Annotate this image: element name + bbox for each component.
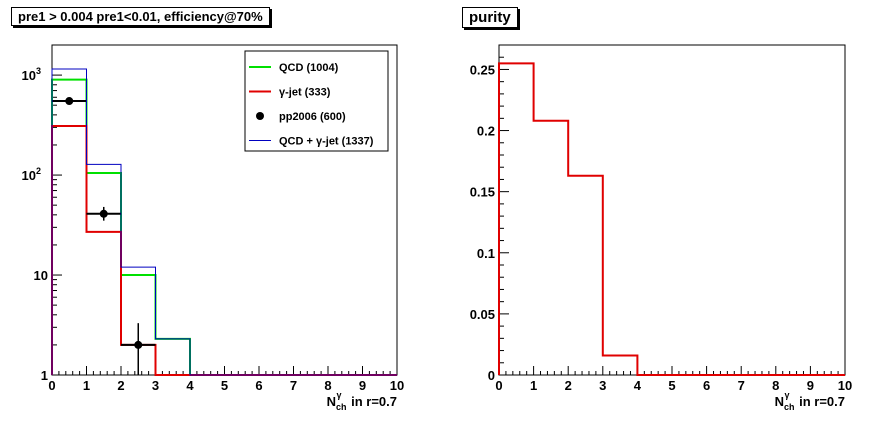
x-tick-label: 0 [48, 378, 55, 393]
legend-label: pp2006 (600) [279, 111, 346, 123]
x-tick-label: 1 [530, 378, 537, 393]
x-tick-label: 7 [290, 378, 297, 393]
legend-label: γ-jet (333) [279, 87, 331, 99]
x-tick-label: 10 [390, 378, 404, 393]
x-tick-label: 4 [186, 378, 194, 393]
x-tick-label: 8 [324, 378, 331, 393]
x-tick-label: 5 [221, 378, 228, 393]
chart-title: pre1 > 0.004 pre1<0.01, efficiency@70% [11, 7, 270, 26]
x-tick-label: 6 [703, 378, 710, 393]
data-point [99, 209, 108, 218]
purity-chart: 0 1 2 3 4 5 6 7 8 9 10 0 0.05 0.1 0.15 0.2 0.25 Nchγ in r… [470, 44, 852, 412]
y-tick-label: 0 [488, 368, 495, 383]
x-tick-label: 9 [807, 378, 814, 393]
x-axis-title: Nchγ in r=0.7 [775, 390, 845, 412]
y-tick-label: 0.05 [470, 307, 495, 322]
y-tick-label: 0.15 [470, 185, 495, 200]
y-tick-label: 103 [22, 66, 41, 83]
x-axis-title: Nchγ in r=0.7 [327, 390, 397, 412]
legend-label: QCD + γ-jet (1337) [279, 136, 374, 148]
x-tick-label: 1 [83, 378, 90, 393]
x-tick-label: 3 [599, 378, 606, 393]
x-tick-label: 6 [255, 378, 262, 393]
legend-marker [256, 112, 264, 120]
plot-frame [498, 44, 846, 376]
y-tick-label: 0.25 [470, 62, 495, 77]
x-tick-label: 7 [738, 378, 745, 393]
y-tick-label: 1 [41, 368, 48, 383]
x-tick-label: 0 [495, 378, 502, 393]
series-series-histogram [498, 62, 845, 376]
x-tick-label: 8 [772, 378, 779, 393]
x-tick-label: 4 [634, 378, 642, 393]
x-tick-label: 10 [838, 378, 852, 393]
x-tick-label: 5 [668, 378, 675, 393]
purity-chart-title: purity [462, 7, 518, 28]
x-tick-label: 9 [359, 378, 366, 393]
y-tick-label: 0.2 [477, 124, 495, 139]
x-tick-label: 2 [565, 378, 572, 393]
data-point [65, 97, 74, 106]
x-tick-label: 2 [117, 378, 124, 393]
series-qcd-jet-1337-histogram [51, 68, 397, 376]
x-tick-label: 3 [152, 378, 159, 393]
y-tick-label: 0.1 [477, 246, 495, 261]
data-point [134, 340, 143, 349]
y-tick-label: 102 [22, 166, 41, 183]
legend-label: QCD (1004) [279, 62, 339, 74]
y-tick-label: 10 [34, 268, 48, 283]
